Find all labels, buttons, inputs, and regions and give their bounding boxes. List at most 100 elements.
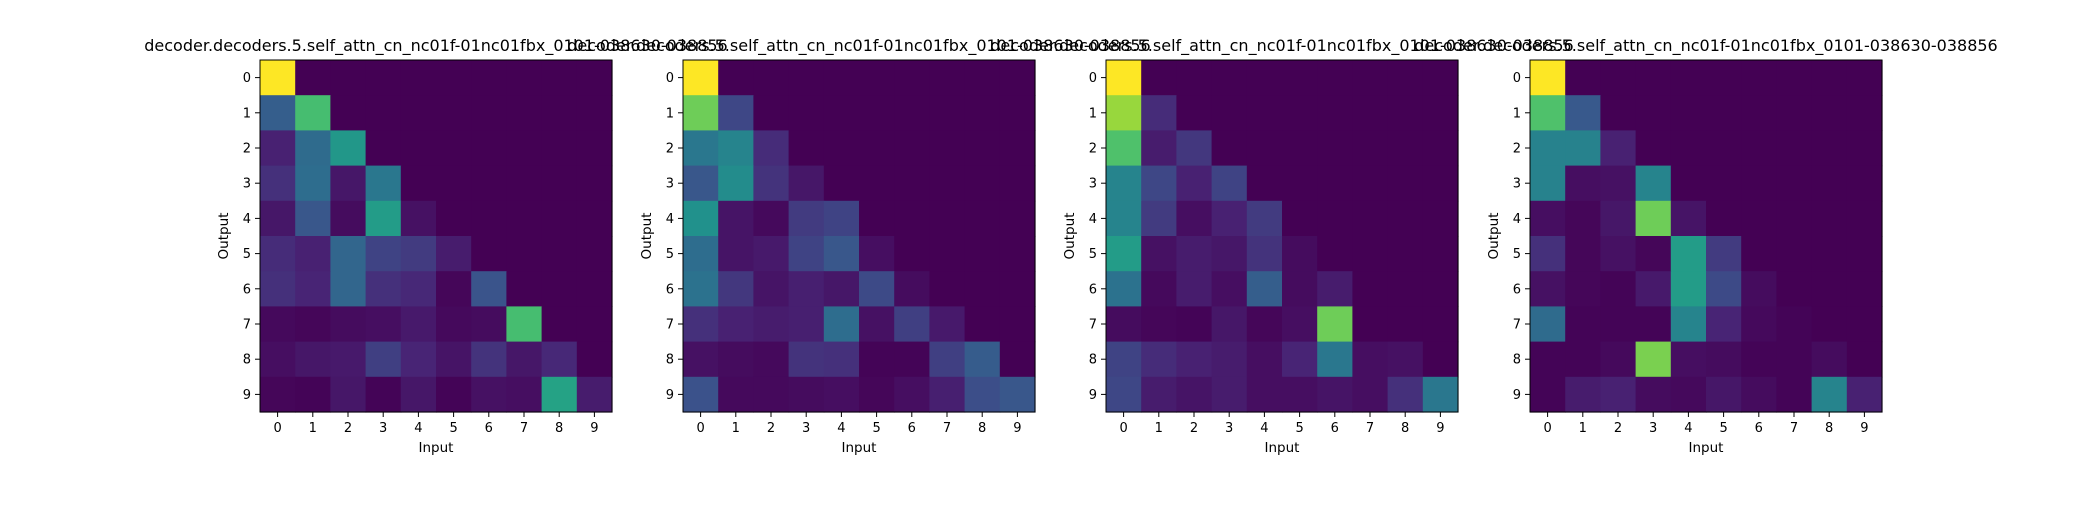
x-tick-label: 1 — [309, 421, 317, 436]
heatmap-cell — [1530, 271, 1566, 307]
heatmap-cell — [859, 200, 895, 237]
heatmap-cell — [506, 60, 543, 96]
heatmap-cell — [1387, 60, 1424, 96]
heatmap-cell — [718, 271, 754, 307]
heatmap-cell — [400, 341, 437, 378]
heatmap-cell — [1387, 95, 1424, 131]
heatmap-cell — [400, 200, 437, 237]
heatmap-cell — [929, 200, 966, 237]
heatmap-cell — [1846, 130, 1883, 167]
heatmap-cell — [1565, 60, 1601, 96]
heatmap-cell — [471, 60, 507, 96]
y-tick-label: 6 — [243, 282, 251, 297]
y-tick-label: 0 — [1089, 71, 1097, 86]
y-tick-label: 0 — [243, 71, 251, 86]
heatmap-cell — [1352, 95, 1389, 131]
heatmap-cell — [365, 376, 402, 413]
heatmap-cell — [894, 200, 930, 237]
heatmap-cell — [894, 130, 930, 167]
heatmap-cell — [1811, 130, 1848, 167]
y-tick-label: 2 — [243, 142, 251, 157]
y-tick-label: 8 — [1089, 353, 1097, 368]
y-tick-label: 2 — [1513, 142, 1521, 157]
x-tick-label: 3 — [1649, 421, 1657, 436]
x-tick-label: 7 — [943, 421, 951, 436]
heatmap-cell — [1565, 376, 1601, 413]
heatmap-cell — [1176, 236, 1213, 272]
heatmap-cell — [541, 60, 578, 96]
heatmap-cell — [683, 306, 719, 343]
heatmap-cell — [400, 306, 437, 343]
heatmap-cell — [823, 236, 860, 272]
heatmap-cell — [683, 165, 719, 202]
heatmap-cell — [506, 130, 543, 167]
heatmap-cell — [859, 236, 895, 272]
y-tick-label: 4 — [1089, 212, 1097, 227]
heatmap-cell — [1706, 200, 1742, 237]
heatmap-cell — [1352, 376, 1389, 413]
heatmap-cell — [260, 95, 296, 131]
heatmap-cell — [1846, 60, 1883, 96]
heatmap-cell — [718, 165, 754, 202]
heatmap-cell — [788, 236, 825, 272]
x-tick-label: 4 — [414, 421, 422, 436]
heatmap-cell — [1422, 200, 1459, 237]
heatmap-cell — [1176, 271, 1213, 307]
heatmap-cell — [471, 306, 507, 343]
heatmap-cell — [1176, 306, 1213, 343]
heatmap-cell — [1106, 165, 1142, 202]
heatmap-cell — [1387, 271, 1424, 307]
y-tick-label: 7 — [666, 318, 674, 333]
heatmap-cell — [1211, 95, 1248, 131]
heatmap-cell — [295, 95, 331, 131]
y-tick-label: 9 — [1513, 388, 1521, 403]
y-tick-label: 3 — [1089, 177, 1097, 192]
heatmap-cell — [1706, 95, 1742, 131]
heatmap-cell — [330, 165, 367, 202]
heatmap-cell — [365, 341, 402, 378]
heatmap-cell — [894, 341, 930, 378]
y-tick-label: 7 — [1513, 318, 1521, 333]
heatmap-cell — [1706, 236, 1742, 272]
heatmap-cell — [753, 271, 790, 307]
heatmap-cell — [1706, 165, 1742, 202]
heatmap-cell — [365, 95, 402, 131]
y-tick-label: 1 — [1089, 106, 1097, 121]
heatmap-cell — [1246, 200, 1283, 237]
heatmap-cell — [1565, 130, 1601, 167]
y-axis-label: Output — [216, 213, 232, 260]
heatmap-cell — [1635, 306, 1672, 343]
heatmap-cell — [753, 130, 790, 167]
heatmap-cell — [1422, 130, 1459, 167]
heatmap-cell — [1776, 306, 1813, 343]
heatmap-cell — [1387, 341, 1424, 378]
heatmap-cell — [1635, 200, 1672, 237]
heatmap-cell — [330, 306, 367, 343]
heatmap-cell — [1846, 341, 1883, 378]
heatmap-cell — [1211, 60, 1248, 96]
heatmap-cell — [330, 200, 367, 237]
heatmap-cell — [1387, 200, 1424, 237]
heatmap-cell — [1141, 165, 1177, 202]
heatmap-cell — [400, 236, 437, 272]
heatmap-cell — [436, 200, 472, 237]
heatmap-cell — [1635, 130, 1672, 167]
heatmap-cell — [1176, 60, 1213, 96]
heatmap-cell — [260, 130, 296, 167]
heatmap-cell — [1106, 60, 1142, 96]
heatmap-cell — [1422, 376, 1459, 413]
heatmap-cell — [1811, 306, 1848, 343]
x-tick-label: 5 — [872, 421, 880, 436]
heatmap-cell — [436, 165, 472, 202]
heatmap-cell — [683, 60, 719, 96]
heatmap-cell — [1246, 60, 1283, 96]
heatmap-cell — [718, 306, 754, 343]
y-tick-label: 1 — [243, 106, 251, 121]
heatmap-cell — [1106, 236, 1142, 272]
heatmap-cell — [753, 236, 790, 272]
y-tick-label: 4 — [1513, 212, 1521, 227]
heatmap-cell — [894, 95, 930, 131]
heatmap-cell — [1846, 376, 1883, 413]
heatmap-cell — [1741, 60, 1777, 96]
heatmap-cell — [859, 341, 895, 378]
